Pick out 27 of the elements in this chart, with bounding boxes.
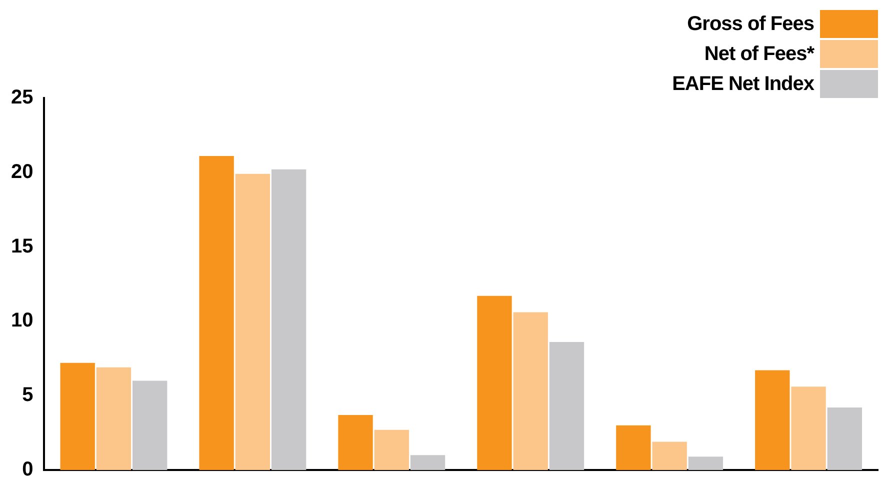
bar [132, 380, 168, 470]
bar [96, 367, 132, 470]
bar [338, 414, 373, 470]
legend-label: Net of Fees* [704, 42, 814, 66]
bar [688, 456, 724, 470]
bar [513, 312, 548, 470]
bar [616, 425, 651, 470]
bar [549, 342, 584, 470]
y-tick-label: 15 [10, 235, 34, 258]
bar [60, 362, 95, 470]
bar [755, 370, 790, 470]
y-tick-label: 25 [10, 86, 34, 109]
y-tick-label: 10 [10, 310, 34, 332]
y-tick-label: 0 [22, 458, 34, 481]
legend-label: EAFE Net Index [672, 72, 814, 96]
legend-label: Gross of Fees [687, 12, 814, 36]
bar [791, 386, 826, 470]
bar [235, 174, 270, 470]
bar [652, 442, 687, 470]
bar [827, 408, 862, 470]
bar [199, 156, 234, 470]
y-tick-label: 5 [22, 384, 34, 406]
bar [410, 455, 446, 470]
bar [477, 296, 512, 470]
bar [374, 430, 409, 470]
y-tick-label: 20 [10, 160, 34, 183]
bar [271, 169, 306, 470]
